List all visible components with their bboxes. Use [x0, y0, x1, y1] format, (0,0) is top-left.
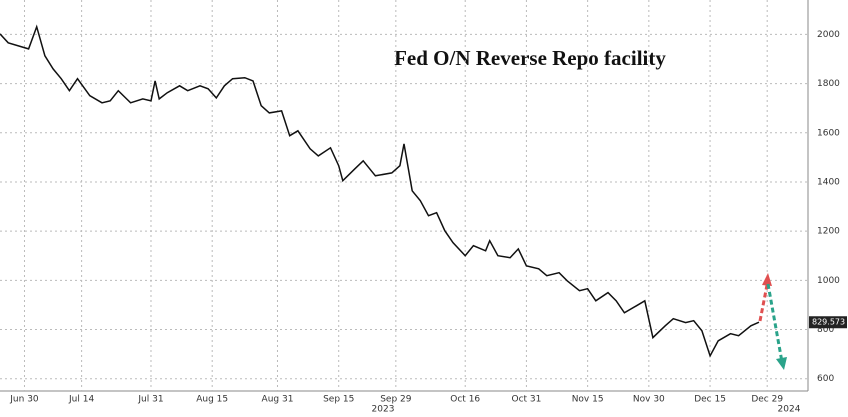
x-tick-label: Oct 16 [450, 395, 480, 405]
x-tick-label: Nov 30 [633, 395, 665, 405]
x-tick-label: Dec 29 [751, 395, 783, 405]
y-tick-label: 1800 [817, 79, 840, 89]
y-tick-label: 1200 [817, 227, 840, 237]
x-tick-label: Sep 15 [323, 395, 354, 405]
year-label: 2023 [372, 405, 395, 415]
y-tick-label: 600 [817, 374, 834, 384]
x-tick-label: Sep 29 [380, 395, 412, 405]
x-tick-label: Aug 15 [196, 395, 228, 405]
y-tick-label: 2000 [817, 30, 840, 40]
x-tick-label: Nov 15 [572, 395, 604, 405]
x-tick-label: Jul 14 [68, 395, 94, 405]
y-tick-label: 1400 [817, 177, 840, 187]
up-arrow [758, 279, 770, 322]
up-arrow-head [762, 273, 772, 286]
last-value-label: 829.573 [812, 318, 845, 327]
last-label-box [809, 316, 847, 329]
y-tick-label: 1600 [817, 128, 840, 138]
y-tick-label: 1000 [817, 276, 840, 286]
x-tick-label: Oct 31 [511, 395, 541, 405]
x-tick-label: Jun 30 [9, 395, 39, 405]
down-arrow-head [776, 357, 787, 370]
y-tick-label: 800 [817, 325, 834, 335]
x-tick-label: Aug 31 [262, 395, 294, 405]
line [0, 24, 760, 358]
chart-title: Fed O/N Reverse Repo facility [394, 46, 666, 70]
year-label: 2024 [778, 405, 801, 415]
down-arrow [766, 283, 784, 363]
x-tick-label: Jul 31 [137, 395, 163, 405]
x-tick-label: Dec 15 [694, 395, 726, 405]
